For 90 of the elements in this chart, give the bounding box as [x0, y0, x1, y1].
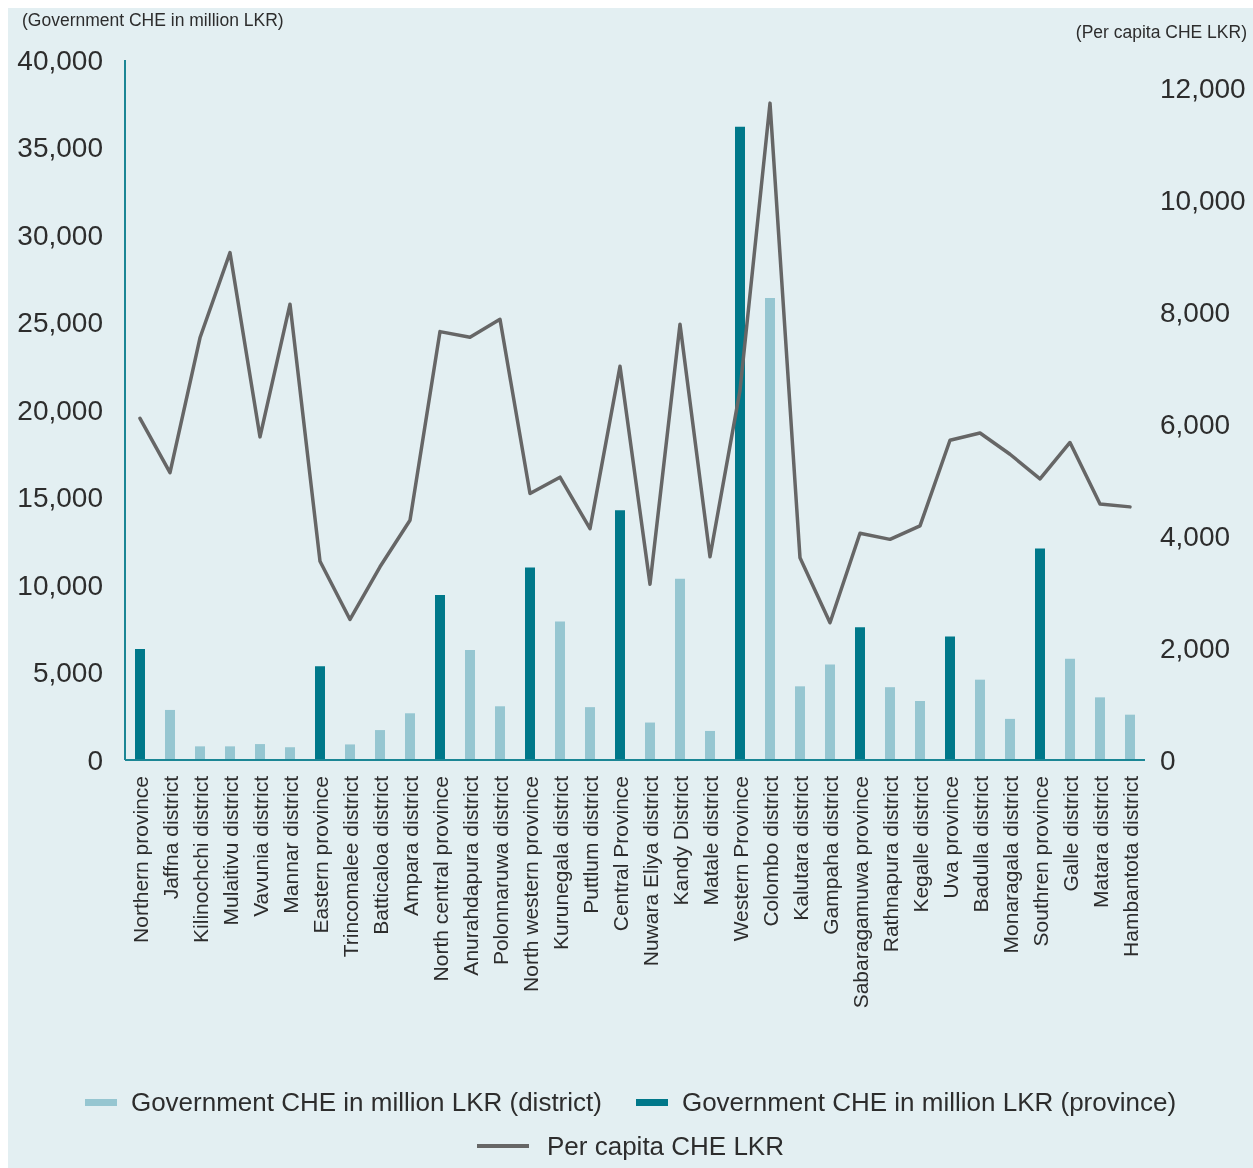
x-tick-label: Western Province — [728, 776, 752, 942]
y-tick-label: 30,000 — [17, 219, 103, 251]
x-tick-label: Vavunia district — [248, 775, 272, 917]
x-tick-label: Batticaloa district — [368, 775, 392, 935]
x-tick-label: Mulaitivu district — [218, 775, 242, 926]
legend-label: Government CHE in million LKR (district) — [130, 1086, 602, 1119]
x-tick-label: Mannar district — [278, 775, 302, 914]
y-tick-label: 5,000 — [32, 657, 103, 689]
y-tick-label: 20,000 — [17, 394, 103, 426]
y2-tick-label: 12,000 — [1160, 72, 1246, 104]
y2-axis-title: (Per capita CHE LKR) — [1075, 22, 1247, 42]
x-tick-label: Uva province — [938, 776, 962, 899]
x-tick-label: Eastern province — [308, 776, 332, 934]
x-tick-label: Ampara district — [398, 775, 422, 917]
x-tick-label: Southren province — [1028, 776, 1052, 947]
bar — [975, 679, 985, 760]
bar — [525, 567, 535, 760]
x-tick-label: Polonnaruwa district — [488, 775, 512, 966]
bar — [555, 621, 565, 760]
y-tick-label: 35,000 — [17, 132, 103, 164]
bar — [1065, 658, 1075, 760]
legend-label: Per capita CHE LKR — [547, 1130, 784, 1163]
bar — [495, 706, 505, 760]
x-tick-label: Monaragala district — [998, 775, 1022, 954]
x-tick-label: Colombo district — [758, 775, 782, 927]
x-tick-label: Trincomalee district — [338, 775, 362, 958]
x-tick-label: North western province — [518, 776, 542, 992]
bar — [705, 730, 715, 760]
x-tick-label: Kilinochchi district — [188, 775, 212, 943]
legend-label: Government CHE in million LKR (province) — [681, 1086, 1177, 1119]
bar — [285, 747, 295, 760]
y-tick-label: 40,000 — [17, 44, 103, 76]
bar — [945, 636, 955, 760]
bar — [1035, 548, 1045, 760]
x-tick-label: Nuwara Eliya district — [638, 775, 662, 967]
bar — [825, 664, 835, 760]
x-tick-label: Matale district — [698, 775, 722, 906]
bar — [645, 722, 655, 760]
bar — [435, 594, 445, 760]
bar — [225, 746, 235, 760]
x-tick-label: Kurunegala district — [548, 775, 572, 950]
y-tick-label: 10,000 — [17, 569, 103, 601]
x-tick-label: Kalutara district — [788, 775, 812, 921]
x-tick-label: Matara district — [1088, 775, 1112, 908]
y-tick-label: 25,000 — [17, 307, 103, 339]
bar — [765, 298, 775, 760]
x-tick-label: Northern province — [128, 776, 152, 943]
bar — [195, 746, 205, 760]
bar — [855, 627, 865, 760]
y2-tick-label: 10,000 — [1160, 184, 1246, 216]
x-tick-label: Badulla district — [968, 775, 992, 913]
y2-tick-label: 2,000 — [1160, 632, 1231, 664]
bar — [135, 649, 145, 760]
bar — [675, 578, 685, 760]
bar — [165, 709, 175, 760]
bar — [735, 126, 745, 760]
y2-tick-label: 0 — [1160, 744, 1176, 776]
bar — [345, 744, 355, 760]
bar — [795, 686, 805, 760]
y-tick-label: 15,000 — [17, 482, 103, 514]
y2-tick-label: 4,000 — [1160, 520, 1231, 552]
bar — [375, 730, 385, 760]
bar — [315, 666, 325, 760]
y-axis-title: (Government CHE in million LKR) — [22, 10, 284, 30]
bar — [615, 510, 625, 760]
line-series — [138, 101, 1132, 625]
bar — [405, 713, 415, 760]
bar — [1095, 697, 1105, 760]
x-tick-label: Puttlum district — [578, 775, 602, 914]
x-tick-label: Central Province — [608, 776, 632, 932]
x-tick-label: Kegalle district — [908, 775, 932, 913]
x-tick-label: Jaffna district — [158, 775, 182, 900]
bar — [1125, 714, 1135, 760]
x-tick-label: Galle district — [1058, 775, 1082, 892]
x-tick-label: Sabaragamuwa province — [848, 776, 872, 1009]
x-tick-label: Rathnapura district — [878, 775, 902, 953]
bar — [255, 744, 265, 760]
x-tick-label: Anurahdapura district — [458, 775, 482, 976]
bar — [585, 707, 595, 760]
bar — [1005, 718, 1015, 760]
y-tick-label: 0 — [87, 744, 103, 776]
bar — [885, 687, 895, 760]
bar — [465, 649, 475, 760]
x-tick-label: Kandy District — [668, 775, 692, 906]
y2-tick-label: 6,000 — [1160, 408, 1231, 440]
bar — [915, 701, 925, 760]
x-tick-label: Hambantota district — [1118, 775, 1142, 957]
x-tick-label: Gampaha district — [818, 775, 842, 935]
x-tick-label: North central province — [428, 776, 452, 982]
y2-tick-label: 8,000 — [1160, 296, 1231, 328]
